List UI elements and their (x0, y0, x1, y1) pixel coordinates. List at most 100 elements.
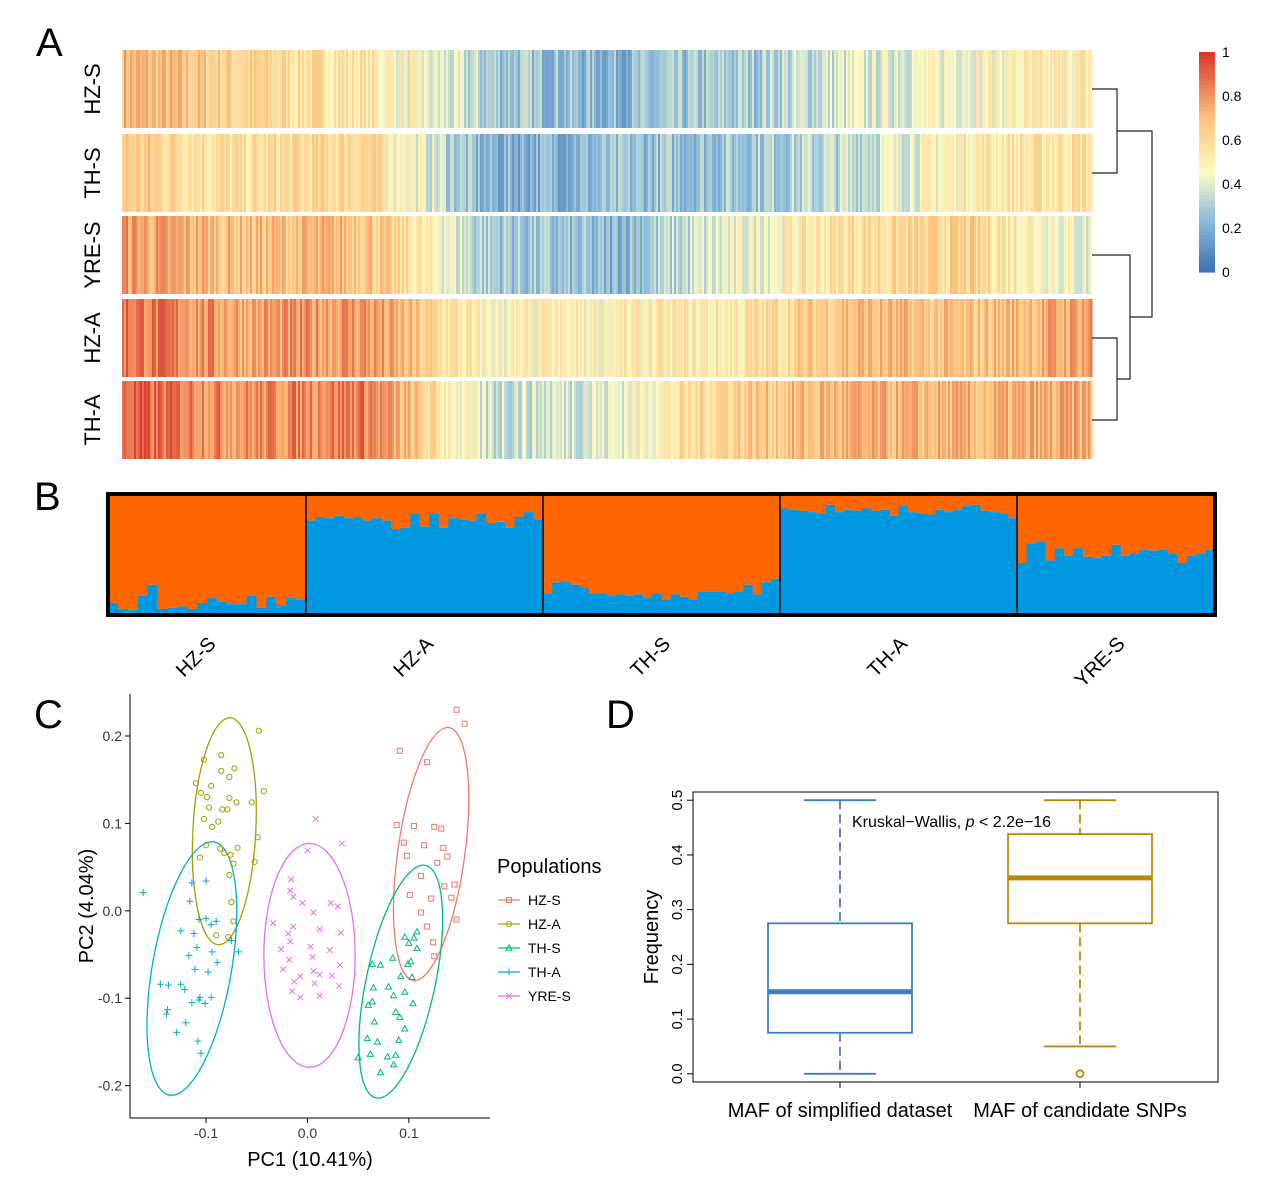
heatmap-cell (406, 50, 409, 128)
colorbar-step (1199, 88, 1215, 93)
heatmap-cell (230, 134, 233, 212)
admixture-bar-orange (1017, 494, 1027, 563)
heatmap-cell (706, 134, 709, 212)
heatmap-cell (856, 50, 859, 128)
heatmap-cell (158, 134, 161, 212)
heatmap-cell (772, 299, 775, 377)
heatmap-cell (982, 381, 985, 459)
heatmap-cell (744, 134, 747, 212)
heatmap-cell (686, 216, 689, 294)
heatmap-cell (438, 299, 441, 377)
heatmap-cell (968, 134, 971, 212)
heatmap-cell (202, 381, 205, 459)
heatmap-cell (708, 381, 711, 459)
heatmap-cell (686, 381, 689, 459)
heatmap-cell (388, 299, 391, 377)
heatmap-cell (534, 381, 537, 459)
heatmap-cell (122, 50, 125, 128)
pca-point-circle (255, 727, 262, 734)
heatmap-cell (516, 50, 519, 128)
heatmap-cell (776, 299, 779, 377)
heatmap-cell (670, 381, 673, 459)
heatmap-cell (510, 50, 513, 128)
pca-point-cross (310, 967, 317, 975)
colorbar-step (1199, 59, 1215, 64)
pca-points (139, 706, 468, 1076)
heatmap-cell (650, 50, 653, 128)
heatmap-cell (656, 381, 659, 459)
heatmap-cell (466, 134, 469, 212)
heatmap-cell (812, 381, 815, 459)
heatmap-cell (232, 299, 235, 377)
heatmap-cell (208, 50, 211, 128)
pca-legend-label: HZ-A (528, 916, 561, 932)
heatmap-cell (640, 381, 643, 459)
heatmap-cell (266, 50, 269, 128)
heatmap-cell (992, 299, 995, 377)
heatmap-cell (764, 381, 767, 459)
admixture-bar-blue (862, 508, 872, 615)
heatmap-cell (518, 134, 521, 212)
heatmap-cell (1022, 216, 1025, 294)
admixture-bar-blue (934, 509, 945, 615)
heatmap-cell (588, 50, 591, 128)
heatmap-cell (380, 134, 383, 212)
heatmap-cell (132, 381, 135, 459)
heatmap-cell (448, 381, 451, 459)
admixture-bar-blue (343, 518, 354, 615)
heatmap-cell (594, 50, 597, 128)
heatmap-cell (774, 381, 777, 459)
heatmap-cell (160, 299, 163, 377)
heatmap-cell (680, 216, 683, 294)
heatmap-cell (378, 216, 381, 294)
heatmap-cell (188, 50, 191, 128)
heatmap-cell (830, 216, 833, 294)
pca-point-triangle (368, 959, 377, 967)
heatmap-cell (596, 299, 599, 377)
heatmap-cell (362, 134, 365, 212)
heatmap-cell (124, 299, 127, 377)
admixture-bar-blue (570, 584, 580, 615)
heatmap-cell (826, 50, 829, 128)
heatmap-cell (796, 50, 799, 128)
heatmap-cell (550, 381, 553, 459)
heatmap-cell (1044, 134, 1047, 212)
heatmap-cell (250, 50, 253, 128)
heatmap-cell (150, 134, 153, 212)
admixture-bar-blue (625, 595, 635, 615)
heatmap-cell (800, 381, 803, 459)
heatmap-cell (220, 134, 223, 212)
heatmap-cell (938, 381, 941, 459)
colorbar-step (1199, 246, 1215, 251)
heatmap-cell (530, 381, 533, 459)
heatmap-cell (468, 134, 471, 212)
admixture-bar-blue (1007, 518, 1018, 615)
heatmap-cell (220, 50, 223, 128)
heatmap-cell (712, 50, 715, 128)
heatmap-cell (444, 134, 447, 212)
heatmap-cell (728, 134, 731, 212)
heatmap-cell (1044, 50, 1047, 128)
heatmap-cell (550, 134, 553, 212)
heatmap-cell (410, 134, 413, 212)
heatmap-cell (322, 299, 325, 377)
heatmap-cell (280, 134, 283, 212)
heatmap-cell (644, 50, 647, 128)
admixture-bar-blue (533, 519, 544, 615)
heatmap-cell (1076, 134, 1079, 212)
heatmap-cell (300, 216, 303, 294)
heatmap-cell (500, 50, 503, 128)
heatmap-cell (574, 134, 577, 212)
heatmap-cell (1032, 216, 1035, 294)
heatmap-cell (898, 216, 901, 294)
heatmap-cell (612, 50, 615, 128)
pca-point-square (403, 852, 410, 859)
admixture-bar-orange (552, 494, 562, 583)
heatmap-cell (816, 381, 819, 459)
heatmap-cell (132, 50, 135, 128)
heatmap-cell (578, 381, 581, 459)
heatmap-cell (572, 216, 575, 294)
heatmap-cell (950, 216, 953, 294)
